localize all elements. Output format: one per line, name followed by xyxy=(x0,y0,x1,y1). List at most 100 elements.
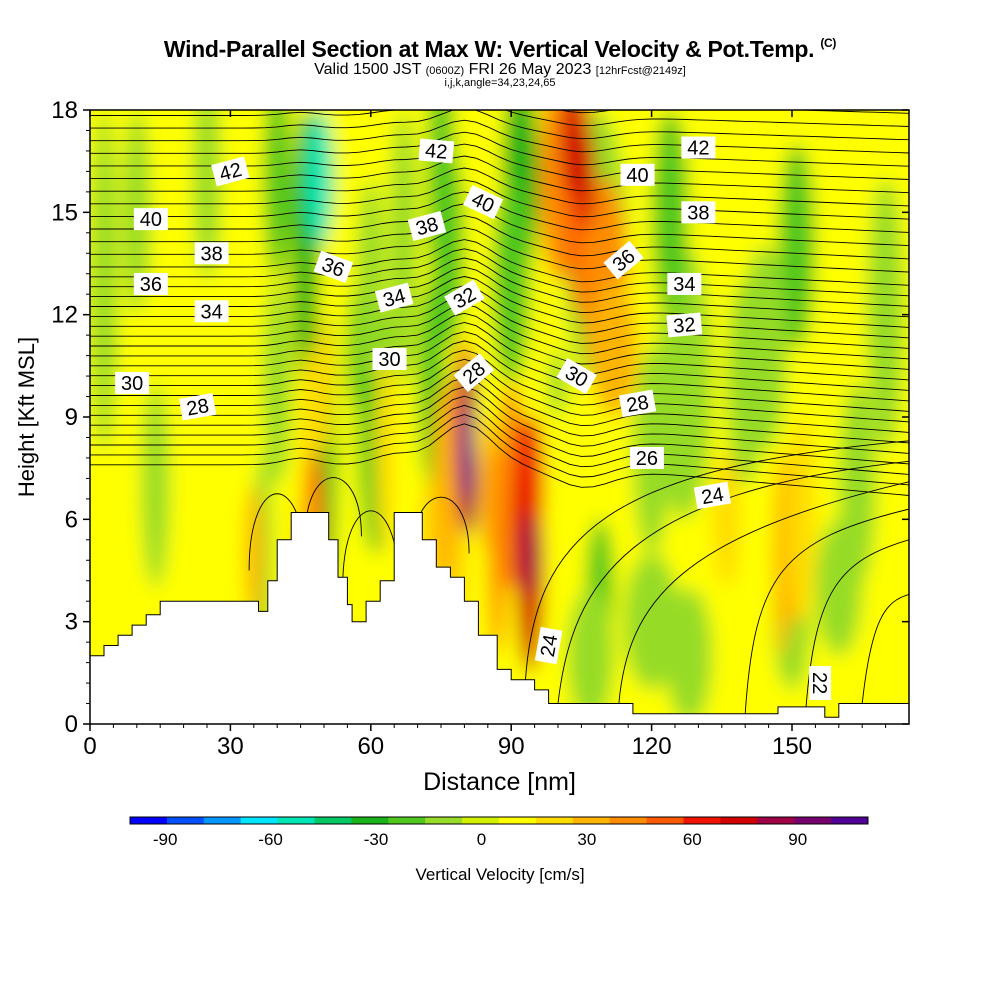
theta-contour xyxy=(90,61,909,87)
theta-contour xyxy=(90,349,909,412)
title-text: Wind-Parallel Section at Max W: Vertical… xyxy=(163,36,815,62)
theta-label-text: 32 xyxy=(672,314,696,338)
theta-label-box xyxy=(618,389,657,418)
colorbar-swatch xyxy=(462,817,500,824)
theta-contour xyxy=(90,322,909,381)
theta-label-box xyxy=(603,240,644,280)
chart-title: Wind-Parallel Section at Max W: Vertical… xyxy=(0,36,1000,63)
colorbar-tick-label: -60 xyxy=(258,830,283,849)
colorbar-swatch xyxy=(646,817,684,824)
velocity-cell xyxy=(567,587,615,724)
theta-label-box xyxy=(194,300,229,323)
theta-contour xyxy=(90,257,909,307)
theta-label-text: 22 xyxy=(808,672,830,694)
theta-contour xyxy=(90,73,909,101)
y-tick-label: 0 xyxy=(65,711,78,738)
colorbar-swatch xyxy=(351,817,389,824)
theta-label: 38 xyxy=(681,201,716,224)
theta-label: 30 xyxy=(115,371,150,395)
velocity-cell xyxy=(726,280,764,486)
velocity-cell xyxy=(623,553,680,690)
theta-label-box xyxy=(444,279,485,316)
theta-contour xyxy=(90,131,909,167)
x-tick-label: 120 xyxy=(632,733,672,760)
theta-contour xyxy=(90,110,909,127)
theta-label-box xyxy=(681,136,716,159)
velocity-cell xyxy=(90,110,119,452)
theta-contour xyxy=(90,395,909,465)
velocity-cell xyxy=(866,178,905,452)
velocity-cell xyxy=(651,110,690,315)
theta-label-box xyxy=(418,138,455,164)
theta-label-text: 30 xyxy=(121,373,143,395)
colorbar-tick-label: 0 xyxy=(477,830,486,849)
theta-label: 34 xyxy=(374,282,414,313)
velocity-cell xyxy=(375,348,395,554)
theta-label: 24 xyxy=(693,481,732,510)
theta-label-text: 24 xyxy=(700,484,726,510)
theta-label: 42 xyxy=(211,156,250,187)
theta-label-text: 42 xyxy=(687,138,709,160)
section-params: i,j,k,angle=34,23,24,65 xyxy=(444,77,556,89)
velocity-cell xyxy=(712,451,741,588)
theta-label-box xyxy=(211,156,250,187)
theta-contours xyxy=(90,61,909,714)
theta-label-box xyxy=(453,353,494,393)
theta-label-box xyxy=(115,371,150,394)
theta-contour xyxy=(90,368,909,433)
colorbar-swatch xyxy=(314,817,352,824)
theta-label-box xyxy=(178,392,217,421)
colorbar-swatch xyxy=(499,817,537,824)
x-axis-label: Distance [nm] xyxy=(423,768,576,796)
theta-label-box xyxy=(407,210,447,242)
theta-contour xyxy=(304,477,362,537)
theta-contour xyxy=(90,303,909,360)
theta-label-box xyxy=(809,666,832,701)
theta-label: 36 xyxy=(133,272,168,296)
theta-contour xyxy=(90,312,909,370)
colorbar-swatch xyxy=(720,817,758,824)
theta-contour xyxy=(90,404,909,475)
colorbar-tick-label: 90 xyxy=(788,830,807,849)
colorbar-swatch xyxy=(572,817,611,824)
theta-label-text: 34 xyxy=(201,301,223,323)
theta-label-text: 38 xyxy=(201,243,223,265)
y-tick-label: 3 xyxy=(65,609,78,636)
colorbar-swatch xyxy=(388,817,426,824)
colorbar-tick-label: -90 xyxy=(153,830,178,849)
theta-label-box xyxy=(372,348,407,371)
theta-contour xyxy=(90,167,909,207)
theta-label-text: 36 xyxy=(140,274,162,296)
theta-label: 40 xyxy=(620,163,655,187)
colorbar-label: Vertical Velocity [cm/s] xyxy=(415,865,584,884)
theta-contour xyxy=(90,294,909,349)
theta-label-text: 30 xyxy=(378,349,400,371)
theta-label: 32 xyxy=(666,312,703,338)
theta-label-box xyxy=(681,201,716,224)
y-tick-label: 15 xyxy=(51,199,78,226)
terrain-shape xyxy=(89,512,910,725)
theta-label-text: 42 xyxy=(424,140,448,164)
y-tick-label: 9 xyxy=(65,404,78,431)
theta-label: 40 xyxy=(133,208,168,231)
colorbar-swatch xyxy=(166,817,205,824)
theta-label-box xyxy=(374,282,414,313)
colorbar-frame xyxy=(129,816,869,825)
colorbar-swatch xyxy=(240,817,279,824)
theta-contour xyxy=(90,239,909,286)
theta-label-box xyxy=(556,358,597,395)
theta-label-box xyxy=(313,250,354,284)
theta-contour xyxy=(90,110,909,141)
theta-contour xyxy=(744,508,909,714)
theta-label-box xyxy=(133,208,168,231)
theta-label: 22 xyxy=(808,666,832,701)
theta-label-text: 40 xyxy=(626,165,648,187)
theta-label-text: 28 xyxy=(625,392,651,418)
theta-label-box xyxy=(667,272,702,295)
theta-contour xyxy=(90,386,909,454)
colorbar-tick-label: 30 xyxy=(577,830,596,849)
colorbar-swatch xyxy=(203,817,242,824)
utc-time: (0600Z) xyxy=(425,65,465,77)
theta-contour xyxy=(90,119,909,154)
colorbar-swatch xyxy=(130,817,168,824)
